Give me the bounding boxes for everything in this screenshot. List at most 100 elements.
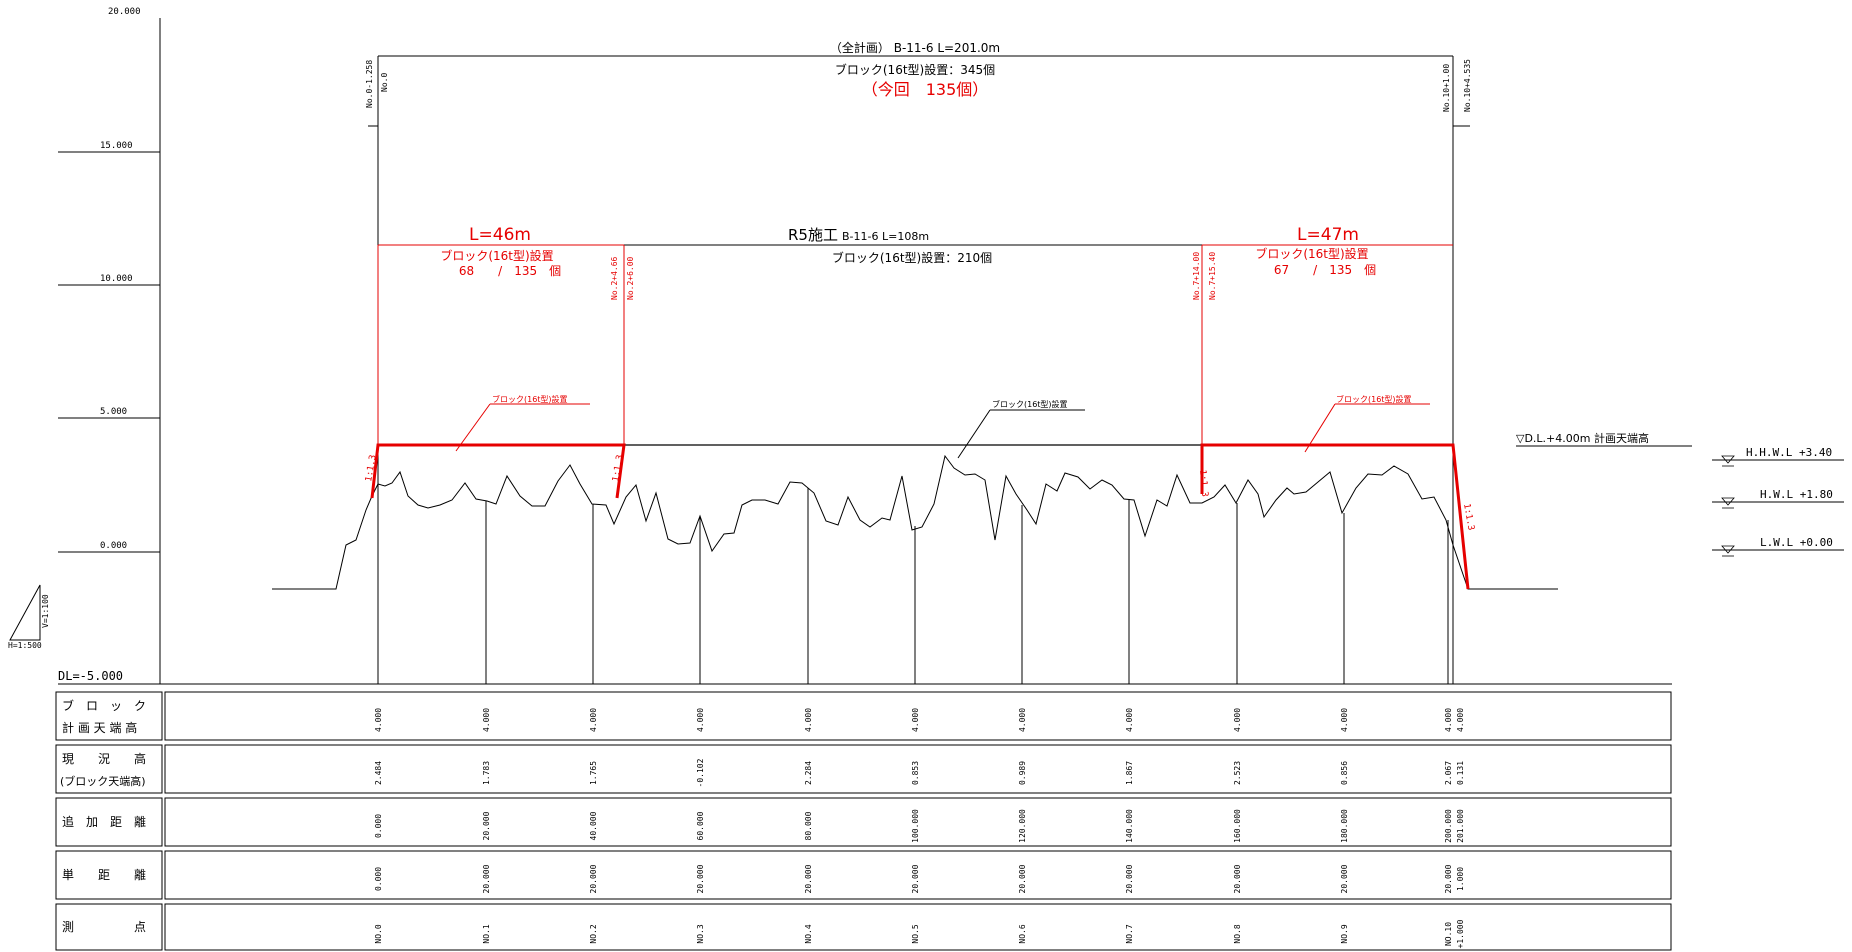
cumulative-distance-value: 0.000: [374, 814, 383, 838]
row-label-ground-1: 現 況 高: [62, 751, 146, 766]
single-distance-value: 20.000: [1233, 864, 1242, 893]
right-section-count: 67 / 135 個: [1274, 263, 1376, 277]
data-table: ブ ロ ッ ク 計 画 天 端 高 現 況 高 (ブロック天端高) 追 加 距 …: [55, 691, 1672, 951]
station-value: NO.9: [1340, 924, 1349, 943]
plan-height-value: 4.000: [482, 708, 491, 732]
left-section-length: L=46m: [469, 225, 531, 245]
station-label-no2a: No.2+4.66: [610, 256, 619, 300]
cumulative-distance-value: 160.000: [1233, 809, 1242, 843]
left-section-dimension: L=46m ブロック(16t型)設置 68 / 135 個: [377, 225, 625, 445]
station-label-no10a: No.10+1.00: [1442, 64, 1451, 112]
station-value: NO.10: [1444, 922, 1453, 946]
cumulative-distance-value: 20.000: [482, 811, 491, 840]
station-value: NO.4: [804, 924, 813, 943]
plan-height-value: 4.000: [374, 708, 383, 732]
station-value: NO.0: [374, 924, 383, 943]
cumulative-distance-value: 140.000: [1125, 809, 1134, 843]
overall-title: （全計画） B-11-6 L=201.0m: [830, 40, 1000, 55]
plan-height-value: 4.000: [1233, 708, 1242, 732]
ground-height-value: -0.102: [696, 758, 705, 787]
row-label-plan-2: 計 画 天 端 高: [62, 720, 137, 735]
cumulative-distance-value: 60.000: [696, 811, 705, 840]
station-label-no10b: No.10+4.535: [1463, 59, 1472, 112]
ground-height-value: 1.783: [482, 761, 491, 785]
cumulative-distance-value: 80.000: [804, 811, 813, 840]
y-axis: 20.000 15.000 10.000 5.000 0.000 DL=-5.0…: [58, 7, 1672, 685]
left-block-red: [370, 443, 626, 499]
r5-length: B-11-6 L=108m: [842, 230, 929, 243]
single-distance-value: 20.000: [1444, 864, 1453, 893]
station-label-no7a: No.7+14.00: [1192, 252, 1201, 300]
y-label-5: 5.000: [100, 407, 127, 417]
ground-height-value: 2.523: [1233, 761, 1242, 785]
station-value: NO.6: [1018, 924, 1027, 943]
station-value: NO.1: [482, 924, 491, 943]
y-label-15: 15.000: [100, 141, 133, 151]
station-value: NO.7: [1125, 924, 1134, 943]
overall-dimension: （全計画） B-11-6 L=201.0m ブロック(16t型)設置：345個 …: [368, 40, 1470, 660]
y-label-20: 20.000: [108, 7, 141, 17]
plan-height-value: 4.000: [1125, 708, 1134, 732]
hwl-label: H.W.L +1.80: [1760, 488, 1833, 501]
station-label-no0: No.0: [380, 73, 389, 92]
r5-blocks: ブロック(16t型)設置：210個: [832, 250, 992, 265]
lwl-label: L.W.L +0.00: [1760, 536, 1833, 549]
single-distance-value: 20.000: [911, 864, 920, 893]
station-value: NO.8: [1233, 924, 1242, 943]
slope-label-3: 1:1.3: [1197, 469, 1209, 497]
cumulative-distance-value: 120.000: [1018, 809, 1027, 843]
r5-dimension: R5施工 B-11-6 L=108m ブロック(16t型)設置：210個: [624, 226, 1202, 265]
water-levels: ▽D.L.+4.00m 計画天端高 H.H.W.L +3.40 H.W.L +1…: [1516, 431, 1844, 557]
plan-height-value: 4.000: [804, 708, 813, 732]
plan-height-value: 4.000: [589, 708, 598, 732]
plan-height-value: 4.000: [1444, 708, 1453, 732]
ground-height-value: 1.765: [589, 761, 598, 785]
hhwl-label: H.H.W.L +3.40: [1746, 446, 1832, 459]
station-value: NO.5: [911, 924, 920, 943]
callout-right-text: ブロック(16t型)設置: [1336, 394, 1412, 404]
right-section-blocks: ブロック(16t型)設置: [1255, 246, 1368, 261]
plan-height-value: 4.000: [696, 708, 705, 732]
row-label-single: 単 距 離: [62, 868, 146, 882]
row-label-cumulative: 追 加 距 離: [62, 814, 146, 829]
single-distance-value: 1.000: [1456, 867, 1465, 891]
y-label-0: 0.000: [100, 541, 127, 551]
callout-mid: ブロック(16t型)設置: [957, 399, 1085, 459]
slope-label-4: 1:1.3: [1461, 503, 1476, 531]
scale-vertical: V=1:100: [41, 594, 50, 628]
station-label-no7b: No.7+15.40: [1208, 252, 1217, 300]
overall-current: （今回 135個）: [862, 80, 989, 99]
row-label-ground-2: (ブロック天端高): [60, 774, 146, 788]
scale-triangle: V=1:100 H=1:500: [8, 584, 50, 650]
ground-line: [272, 454, 1558, 590]
single-distance-value: 20.000: [589, 864, 598, 893]
plan-crown: [370, 443, 1470, 590]
right-section-length: L=47m: [1297, 225, 1359, 245]
cumulative-distance-value: 100.000: [911, 809, 920, 843]
slope-label-2: 1:1.3: [611, 454, 626, 482]
ground-height-value: 2.067: [1444, 761, 1453, 785]
single-distance-value: 20.000: [696, 864, 705, 893]
cumulative-distance-value: 200.000: [1444, 809, 1453, 843]
single-distance-value: 20.000: [1340, 864, 1349, 893]
cumulative-distance-value: 40.000: [589, 811, 598, 840]
station-value: +1.000: [1456, 919, 1465, 948]
r5-title: R5施工: [788, 226, 838, 244]
crown-level-label: ▽D.L.+4.00m 計画天端高: [1516, 431, 1649, 445]
plan-height-value: 4.000: [1456, 708, 1465, 732]
station-label-no0-minus: No.0-1.258: [365, 60, 374, 108]
station-tick-labels: No.0-1.258 No.0 No.2+4.66 No.2+6.00 No.7…: [365, 59, 1472, 300]
ground-height-value: 0.856: [1340, 761, 1349, 785]
cumulative-distance-value: 180.000: [1340, 809, 1349, 843]
station-value: NO.3: [696, 924, 705, 943]
single-distance-value: 0.000: [374, 867, 383, 891]
slope-labels: 1:1.3 1:1.3 1:1.3 1:1.3: [364, 454, 1475, 531]
callout-left-text: ブロック(16t型)設置: [492, 394, 568, 404]
left-section-count: 68 / 135 個: [459, 264, 561, 278]
station-value: NO.2: [589, 924, 598, 943]
ground-height-value: 1.867: [1125, 761, 1134, 785]
ground-profile: [272, 454, 1558, 590]
right-block-red: [1200, 443, 1470, 590]
datum-label: DL=-5.000: [58, 669, 123, 683]
